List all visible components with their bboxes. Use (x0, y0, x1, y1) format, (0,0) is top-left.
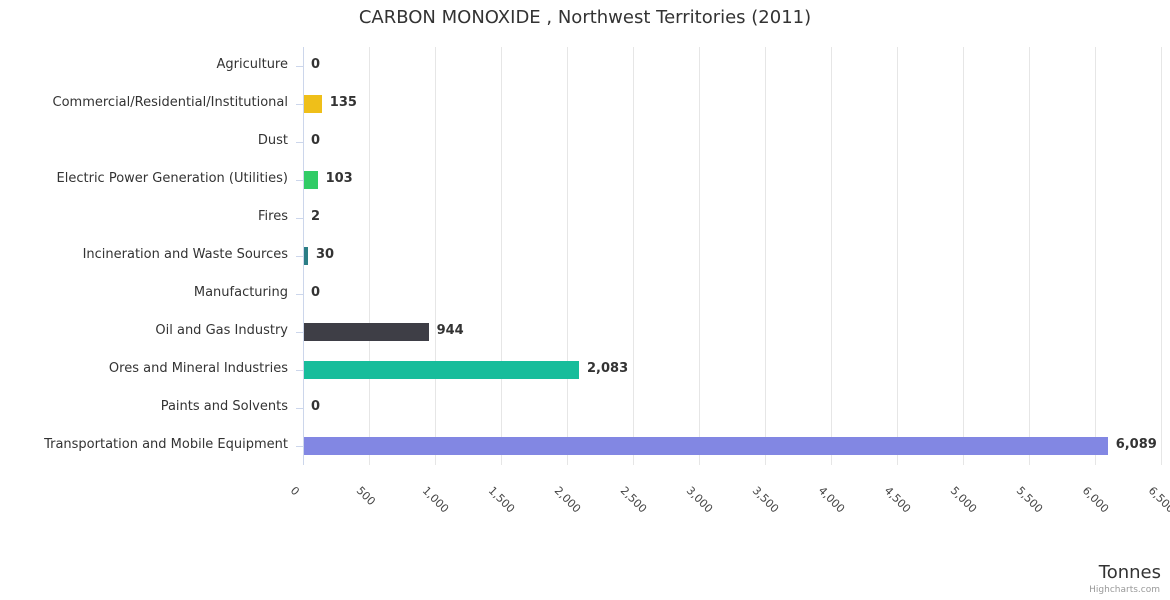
value-label-oil-and-gas-industry: 944 (436, 323, 464, 338)
gridline (369, 47, 370, 465)
x-axis-tick-label: 5,500 (1013, 484, 1046, 516)
category-tick (296, 370, 303, 371)
bar-commercial-residential-institutional[interactable] (304, 95, 322, 113)
category-tick (296, 218, 303, 219)
x-axis-tick-label: 6,500 (1145, 484, 1170, 516)
x-axis-tick-label: 1,000 (419, 484, 452, 516)
chart-title: CARBON MONOXIDE , Northwest Territories … (358, 7, 812, 28)
x-axis-tick-label: 3,000 (683, 484, 716, 516)
category-label-agriculture: Agriculture (216, 57, 289, 72)
category-tick (296, 180, 303, 181)
bar-incineration-and-waste-sources[interactable] (304, 247, 308, 265)
gridline (897, 47, 898, 465)
value-label-dust: 0 (311, 133, 321, 148)
category-tick (296, 446, 303, 447)
value-label-manufacturing: 0 (311, 285, 321, 300)
category-label-incineration-and-waste-sources: Incineration and Waste Sources (82, 247, 288, 262)
x-axis-title: Tonnes (1098, 562, 1161, 583)
gridline (1029, 47, 1030, 465)
x-axis-tick-label: 3,500 (749, 484, 782, 516)
category-label-transportation-and-mobile-equipment: Transportation and Mobile Equipment (44, 437, 288, 452)
value-label-agriculture: 0 (311, 57, 321, 72)
category-tick (296, 332, 303, 333)
category-tick (296, 408, 303, 409)
x-axis-tick-label: 0 (287, 484, 302, 499)
gridline (501, 47, 502, 465)
x-axis-tick-label: 1,500 (485, 484, 518, 516)
x-axis-tick-label: 500 (353, 484, 378, 509)
x-axis-tick-label: 2,000 (551, 484, 584, 516)
gridline (831, 47, 832, 465)
x-axis-tick-label: 6,000 (1079, 484, 1112, 516)
y-axis-line (303, 47, 304, 465)
category-label-oil-and-gas-industry: Oil and Gas Industry (155, 323, 288, 338)
category-tick (296, 256, 303, 257)
gridline (699, 47, 700, 465)
category-tick (296, 104, 303, 105)
value-label-electric-power-generation-utilities: 103 (325, 171, 353, 186)
gridline (1161, 47, 1162, 465)
gridline (1095, 47, 1096, 465)
category-label-commercial-residential-institutional: Commercial/Residential/Institutional (52, 95, 289, 110)
category-tick (296, 142, 303, 143)
value-label-transportation-and-mobile-equipment: 6,089 (1115, 437, 1157, 452)
category-label-ores-and-mineral-industries: Ores and Mineral Industries (108, 361, 288, 376)
gridline (435, 47, 436, 465)
category-label-manufacturing: Manufacturing (193, 285, 288, 300)
bar-transportation-and-mobile-equipment[interactable] (304, 437, 1108, 455)
value-label-incineration-and-waste-sources: 30 (316, 247, 335, 262)
category-tick (296, 294, 303, 295)
x-axis-tick-label: 2,500 (617, 484, 650, 516)
x-axis-tick-label: 4,000 (815, 484, 848, 516)
bar-ores-and-mineral-industries[interactable] (304, 361, 579, 379)
category-label-fires: Fires (258, 209, 288, 224)
highcharts-credits[interactable]: Highcharts.com (1089, 585, 1160, 595)
value-label-paints-and-solvents: 0 (311, 399, 321, 414)
x-axis-tick-label: 4,500 (881, 484, 914, 516)
bar-oil-and-gas-industry[interactable] (304, 323, 429, 341)
category-label-electric-power-generation-utilities: Electric Power Generation (Utilities) (56, 171, 288, 186)
value-label-ores-and-mineral-industries: 2,083 (587, 361, 629, 376)
category-label-dust: Dust (257, 133, 288, 148)
gridline (633, 47, 634, 465)
gridline (765, 47, 766, 465)
gridline (567, 47, 568, 465)
value-label-commercial-residential-institutional: 135 (329, 95, 357, 110)
category-tick (296, 66, 303, 67)
value-label-fires: 2 (311, 209, 321, 224)
gridline (963, 47, 964, 465)
x-axis-tick-label: 5,000 (947, 484, 980, 516)
bar-electric-power-generation-utilities[interactable] (304, 171, 318, 189)
category-label-paints-and-solvents: Paints and Solvents (160, 399, 288, 414)
